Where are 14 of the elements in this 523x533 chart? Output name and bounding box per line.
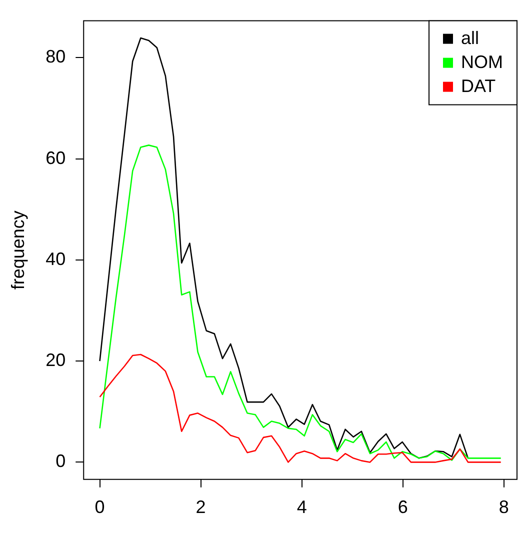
x-tick-label: 6 — [398, 497, 408, 518]
y-tick-label: 20 — [46, 350, 66, 370]
legend-label: NOM — [461, 52, 504, 72]
y-tick-label: 80 — [46, 46, 66, 67]
legend-label: DAT — [461, 76, 496, 96]
legend-label: all — [461, 28, 480, 48]
y-tick-label: 60 — [46, 148, 66, 168]
y-axis-title: frequency — [8, 210, 28, 290]
y-tick-label: 0 — [56, 451, 66, 472]
x-tick-label: 8 — [498, 497, 509, 518]
x-tick-label: 2 — [196, 497, 206, 518]
y-tick-label: 40 — [46, 248, 66, 269]
x-tick-label: 4 — [296, 497, 307, 518]
x-tick-label: 0 — [94, 497, 105, 518]
